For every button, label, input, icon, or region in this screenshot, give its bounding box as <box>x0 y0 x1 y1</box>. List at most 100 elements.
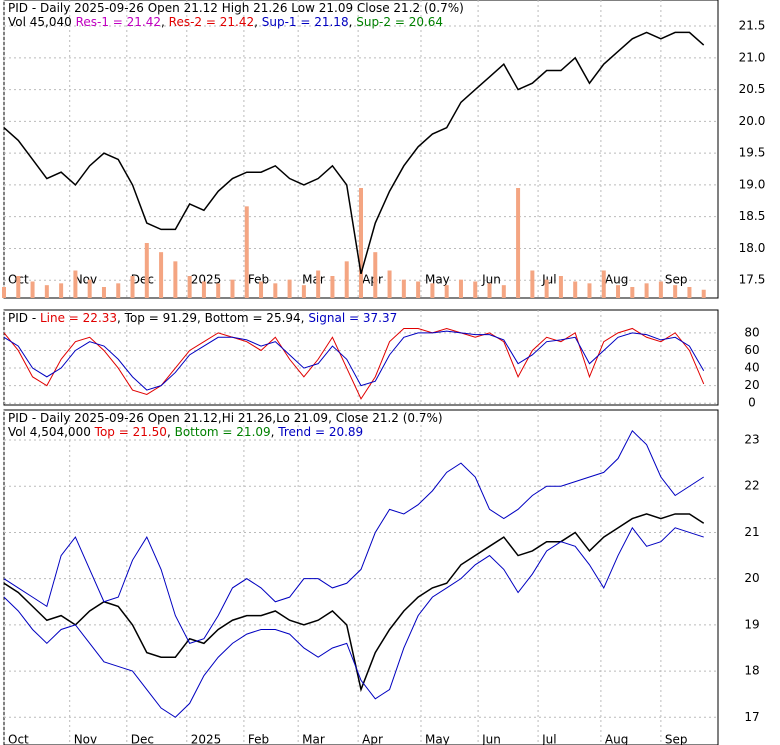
y-tick-label: 20.5 <box>739 82 766 96</box>
volume-bar <box>273 283 278 298</box>
y-tick-label: 17.5 <box>739 273 766 287</box>
volume-bar <box>159 252 164 298</box>
header-segment: , <box>271 425 279 439</box>
panel-frame <box>3 309 719 406</box>
y-tick-label: 17 <box>744 710 759 724</box>
x-tick-label: Sep <box>665 733 688 745</box>
volume-bar <box>387 270 392 298</box>
volume-bar <box>673 285 678 298</box>
x-tick-label: Sep <box>665 273 688 287</box>
volume-bar <box>373 252 378 298</box>
volume-bar <box>173 261 178 298</box>
x-tick-label: Feb <box>248 733 269 745</box>
volume-bar <box>59 283 64 298</box>
volume-bar <box>73 270 78 298</box>
header-segment: Bottom = 21.09 <box>175 425 271 439</box>
x-tick-label: Jul <box>541 733 556 745</box>
y-tick-label: 21.5 <box>739 19 766 33</box>
x-tick-label: Feb <box>248 273 269 287</box>
x-tick-label: Nov <box>74 733 97 745</box>
header-segment: Vol 45,040 <box>8 15 76 29</box>
volume-bar <box>30 281 35 298</box>
header-segment: Line = 22.33 <box>40 311 117 325</box>
volume-bar <box>630 287 635 298</box>
volume-bar <box>144 243 149 298</box>
y-tick-label: 19.0 <box>739 177 766 191</box>
header-text: PID - Daily 2025-09-26 Open 21.12 High 2… <box>8 1 464 15</box>
y-tick-label: 21 <box>744 525 759 539</box>
volume-bar <box>573 281 578 298</box>
y-tick-label: 18 <box>744 664 759 678</box>
volume-bar <box>101 287 106 298</box>
x-tick-label: Mar <box>302 733 325 745</box>
header-text: Vol 4,504,000 Top = 21.50, Bottom = 21.0… <box>8 425 363 439</box>
header-text: PID - Daily 2025-09-26 Open 21.12,Hi 21.… <box>8 411 443 425</box>
volume-bar <box>558 276 563 298</box>
header-segment: , <box>197 311 205 325</box>
volume-bar <box>430 283 435 298</box>
header-segment: , <box>301 311 309 325</box>
volume-bar <box>244 206 249 298</box>
header-segment: Res-2 = 21.42 <box>169 15 254 29</box>
y-tick-label: 20 <box>744 571 759 585</box>
x-tick-label: May <box>425 273 450 287</box>
y-tick-label: 40 <box>744 361 759 375</box>
header-segment: Trend = 20.89 <box>277 425 363 439</box>
volume-bar <box>2 287 6 298</box>
x-tick-label: Apr <box>362 733 383 745</box>
y-tick-label: 20.0 <box>739 114 766 128</box>
header-segment: , <box>254 15 262 29</box>
volume-bar <box>344 261 349 298</box>
series-line <box>3 513 705 693</box>
header-segment: , <box>161 15 169 29</box>
volume-bar <box>687 287 692 298</box>
x-tick-label: May <box>425 733 450 745</box>
volume-bar <box>401 279 406 298</box>
series-line <box>3 526 704 718</box>
volume-bar <box>301 285 306 298</box>
y-tick-label: 21.0 <box>739 50 766 64</box>
volume-bar <box>516 188 521 298</box>
panel-frame <box>3 409 719 745</box>
series-line <box>3 327 705 400</box>
x-tick-label: 2025 <box>191 733 222 745</box>
x-tick-label: Oct <box>8 733 29 745</box>
x-tick-label: Aug <box>605 273 628 287</box>
header-segment: Sup-1 = 21.18 <box>262 15 349 29</box>
header-segment: PID - <box>8 311 40 325</box>
header-segment: Bottom = 25.94 <box>205 311 301 325</box>
volume-bar <box>216 283 221 298</box>
volume-bar <box>16 276 21 298</box>
volume-bar <box>501 285 506 298</box>
x-tick-label: Jul <box>541 273 556 287</box>
volume-bar <box>530 270 535 298</box>
x-tick-label: Jun <box>481 733 501 745</box>
volume-bar <box>116 283 121 298</box>
volume-bar <box>644 283 649 298</box>
y-tick-label: 22 <box>744 479 759 493</box>
x-tick-label: Apr <box>362 273 383 287</box>
header-text: PID - Line = 22.33, Top = 91.29, Bottom … <box>8 311 397 325</box>
x-tick-label: Dec <box>131 733 154 745</box>
header-text: Vol 45,040 Res-1 = 21.42, Res-2 = 21.42,… <box>8 15 443 29</box>
header-segment: , <box>349 15 357 29</box>
volume-bar <box>416 281 421 298</box>
header-segment: Vol 4,504,000 <box>8 425 95 439</box>
volume-bar <box>316 270 321 298</box>
header-segment: Signal = 37.37 <box>308 311 397 325</box>
y-tick-label: 80 <box>744 325 759 339</box>
header-segment: Top = 21.50 <box>94 425 167 439</box>
volume-bar <box>330 276 335 298</box>
y-tick-label: 20 <box>744 378 759 392</box>
header-segment: PID - Daily 2025-09-26 Open 21.12,Hi 21.… <box>8 411 443 425</box>
y-tick-label: 19.5 <box>739 146 766 160</box>
header-segment: Sup-2 = 20.64 <box>356 15 443 29</box>
price-line <box>3 31 705 275</box>
volume-bar <box>87 279 92 298</box>
header-segment: Top = 91.29 <box>124 311 197 325</box>
y-tick-label: 0 <box>748 396 756 410</box>
volume-bar <box>587 283 592 298</box>
series-line <box>3 330 705 391</box>
x-tick-label: Aug <box>605 733 628 745</box>
